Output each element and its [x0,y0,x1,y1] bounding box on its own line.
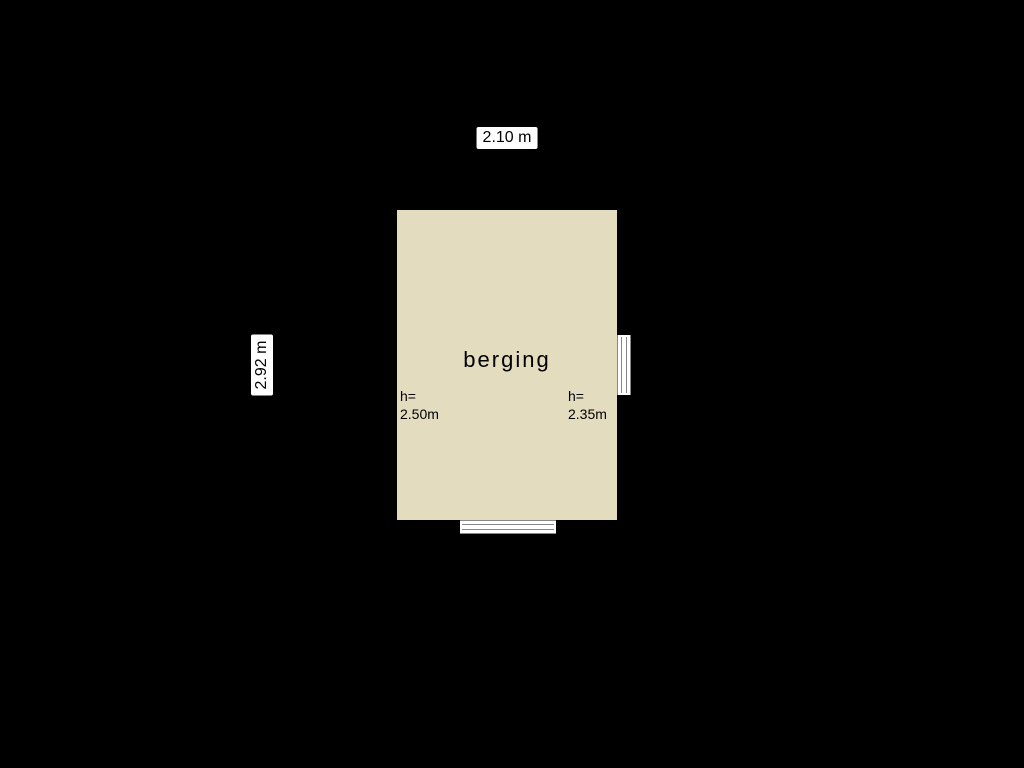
height-label-left: h= 2.50m [400,388,439,423]
dimension-top: 2.10 m [477,127,538,149]
window-bottom [460,520,556,534]
dimension-left: 2.92 m [251,335,273,396]
window-right [617,335,631,395]
height-label-right: h= 2.35m [568,388,607,423]
room-name-label: berging [463,347,550,373]
floorplan-canvas: berging h= 2.50m h= 2.35m 2.10 m 2.92 m [0,0,1024,768]
